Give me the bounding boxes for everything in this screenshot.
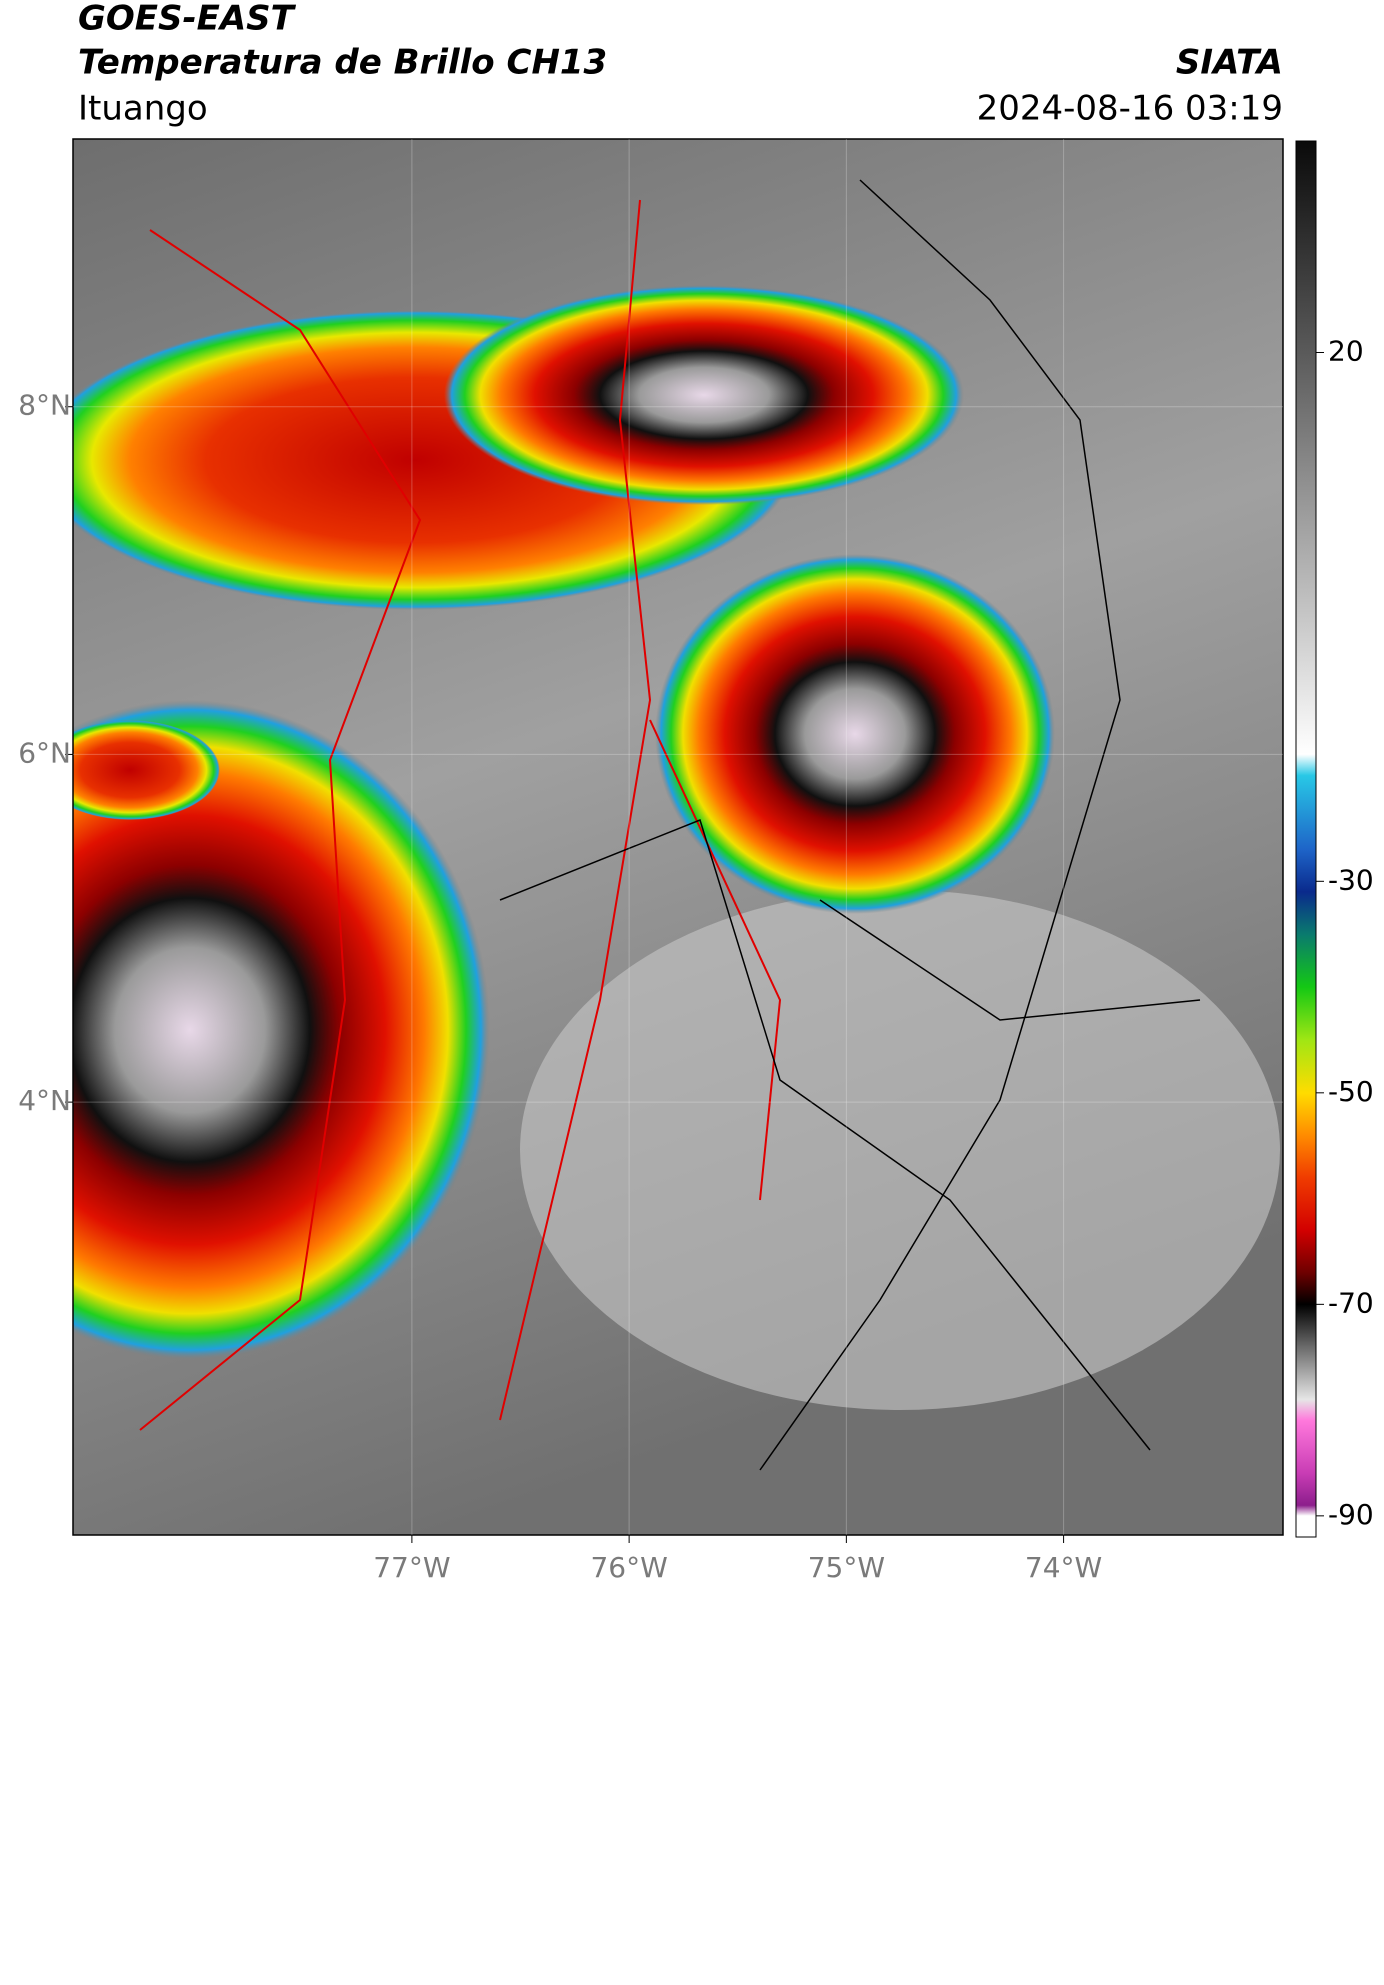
colorbar-tick-label: -30 xyxy=(1328,863,1374,896)
x-tick-label: 75°W xyxy=(808,1551,885,1584)
colorbar-tick-label: 20 xyxy=(1328,335,1364,368)
colorbar-tick-label: -90 xyxy=(1328,1498,1374,1531)
colorbar xyxy=(1295,140,1317,1538)
colorbar-tick-label: -70 xyxy=(1328,1286,1374,1319)
map-image xyxy=(73,139,1283,1535)
brand: SIATA xyxy=(1176,43,1283,83)
y-tick-label: 6°N xyxy=(18,736,71,769)
map-frame xyxy=(72,138,1284,1536)
x-tick-label: 76°W xyxy=(590,1551,667,1584)
location: Ituango xyxy=(78,89,208,129)
x-tick-label: 74°W xyxy=(1025,1551,1102,1584)
y-tick-label: 4°N xyxy=(18,1084,71,1117)
y-tick-label: 8°N xyxy=(18,389,71,422)
datetime: 2024-08-16 03:19 xyxy=(977,89,1283,129)
title: GOES-EAST xyxy=(78,0,297,39)
subtitle: Temperatura de Brillo CH13 xyxy=(78,43,607,83)
colorbar-tick-label: -50 xyxy=(1328,1075,1374,1108)
x-tick-label: 77°W xyxy=(373,1551,450,1584)
